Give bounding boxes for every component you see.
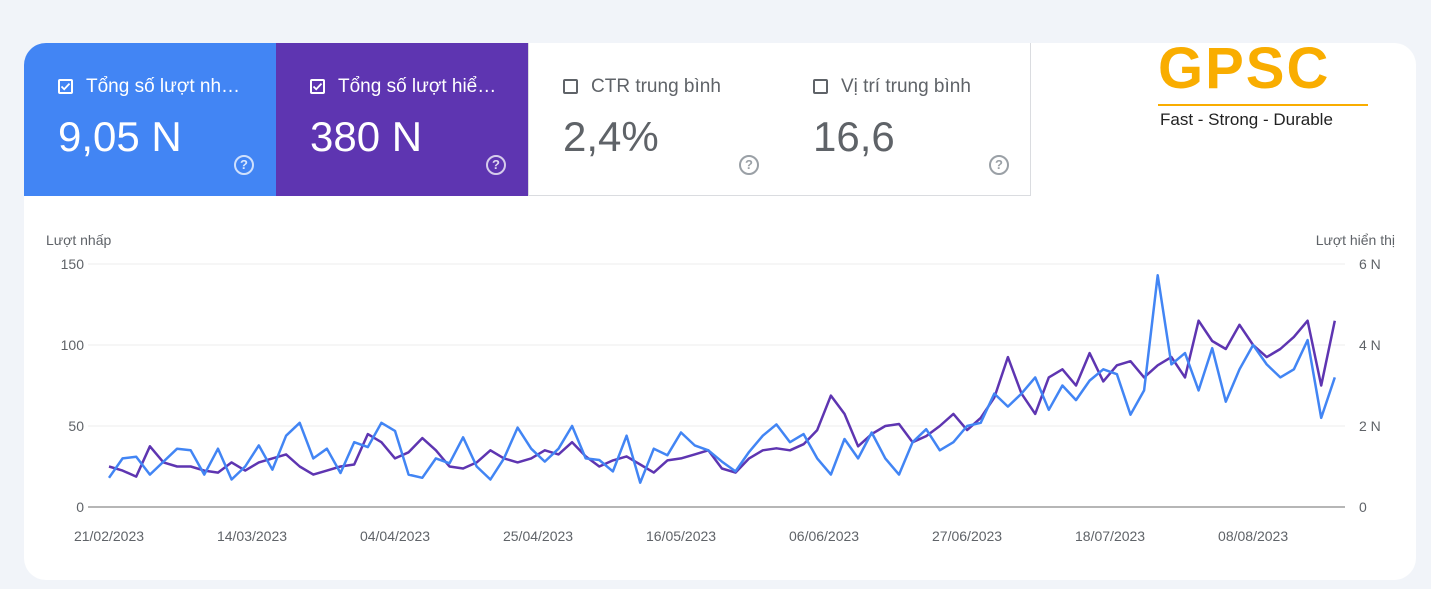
help-icon[interactable]: ? <box>486 155 506 175</box>
help-icon[interactable]: ? <box>989 155 1009 175</box>
x-tick-label: 14/03/2023 <box>217 528 287 544</box>
checkbox-unchecked-icon[interactable] <box>563 79 578 94</box>
x-tick-label: 04/04/2023 <box>360 528 430 544</box>
metric-label: Vị trí trung bình <box>841 76 971 97</box>
clicks-line <box>107 274 1336 484</box>
performance-panel: Tổng số lượt nh… 9,05 N ? Tổng số lượt h… <box>24 43 1416 580</box>
metric-card-clicks[interactable]: Tổng số lượt nh… 9,05 N ? <box>24 43 276 196</box>
checkbox-checked-icon[interactable] <box>310 79 325 94</box>
metric-card-position[interactable]: Vị trí trung bình 16,6 ? <box>779 43 1031 196</box>
x-tick-label: 18/07/2023 <box>1075 528 1145 544</box>
x-tick-label: 27/06/2023 <box>932 528 1002 544</box>
metric-card-ctr[interactable]: CTR trung bình 2,4% ? <box>528 43 780 196</box>
x-tick-label: 08/08/2023 <box>1218 528 1288 544</box>
metric-value: 380 N <box>310 113 423 160</box>
x-tick-label: 21/02/2023 <box>74 528 144 544</box>
metric-label: Tổng số lượt hiể… <box>338 76 497 97</box>
y-axis-left-label: Lượt nhấp <box>46 232 111 248</box>
metric-value: 16,6 <box>813 113 895 160</box>
logo-tagline: Fast - Strong - Durable <box>1160 110 1333 129</box>
y2-tick-label: 4 N <box>1359 337 1381 353</box>
y-tick-label: 100 <box>61 337 85 353</box>
y2-tick-label: 0 <box>1359 499 1367 515</box>
impressions-line <box>108 319 1337 478</box>
checkbox-checked-icon[interactable] <box>58 79 73 94</box>
y2-tick-label: 2 N <box>1359 418 1381 434</box>
x-tick-label: 06/06/2023 <box>789 528 859 544</box>
y-tick-label: 150 <box>61 256 85 272</box>
metric-label: Tổng số lượt nh… <box>86 76 241 97</box>
y2-tick-label: 6 N <box>1359 256 1381 272</box>
logo-text: GPSC <box>1158 36 1331 101</box>
metric-label: CTR trung bình <box>591 76 721 97</box>
gpsc-logo: GPSC Fast - Strong - Durable <box>1158 38 1370 134</box>
x-tick-label: 25/04/2023 <box>503 528 573 544</box>
checkbox-unchecked-icon[interactable] <box>813 79 828 94</box>
y-axis-right-label: Lượt hiển thị <box>1316 232 1395 248</box>
y-tick-label: 50 <box>68 418 84 434</box>
help-icon[interactable]: ? <box>739 155 759 175</box>
logo-divider <box>1158 104 1368 106</box>
help-icon[interactable]: ? <box>234 155 254 175</box>
metric-card-impressions[interactable]: Tổng số lượt hiể… 380 N ? <box>276 43 528 196</box>
metric-value: 2,4% <box>563 113 659 160</box>
y-tick-label: 0 <box>76 499 84 515</box>
x-tick-label: 16/05/2023 <box>646 528 716 544</box>
metric-value: 9,05 N <box>58 113 182 160</box>
